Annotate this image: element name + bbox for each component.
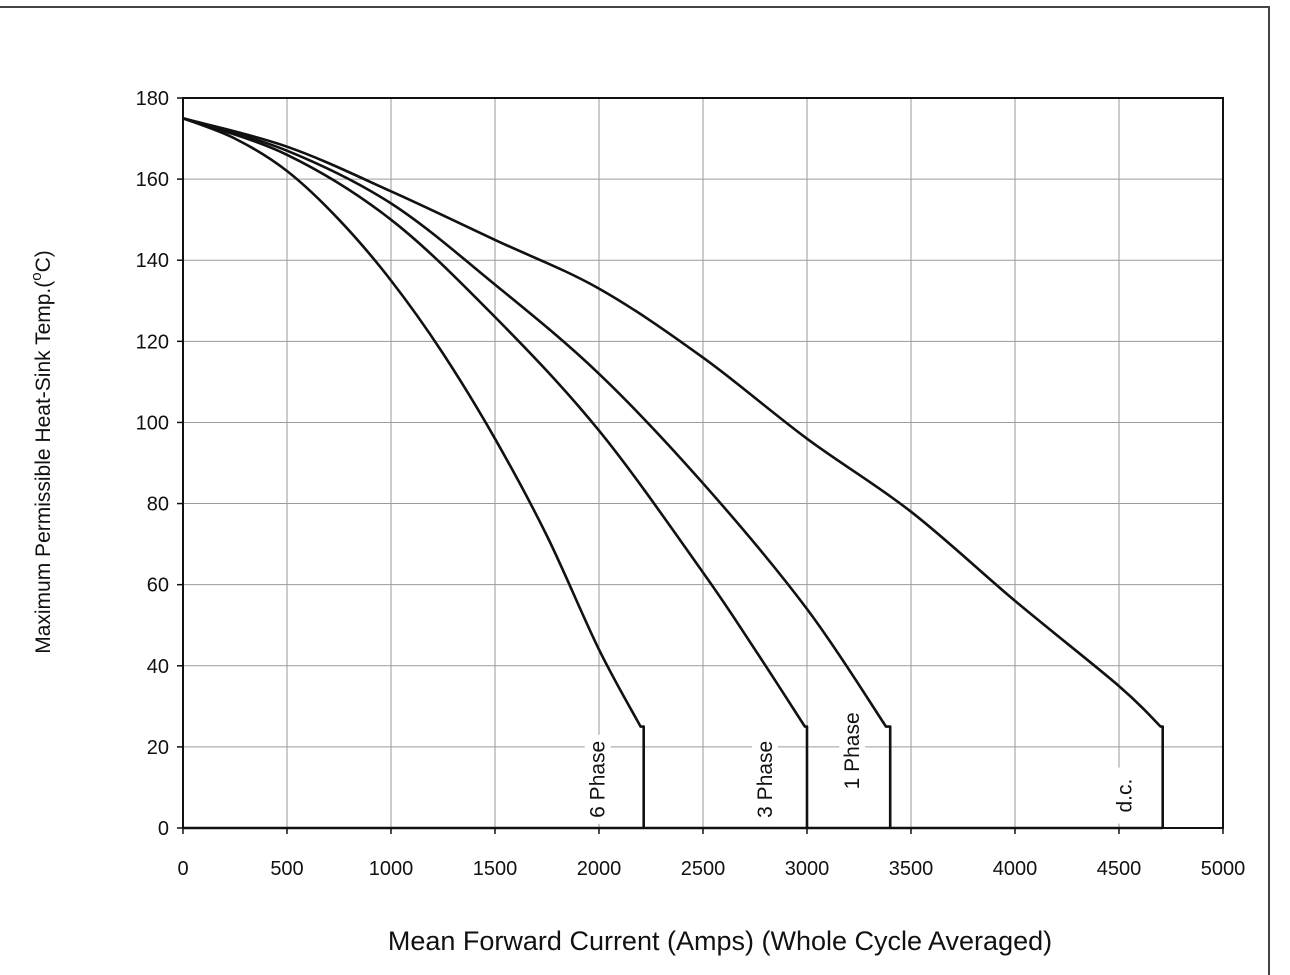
y-axis-title: Maximum Permissible Heat-Sink Temp.(oC) xyxy=(28,250,55,654)
y-tick-label-60: 60 xyxy=(147,575,169,597)
y-tick-label-160: 160 xyxy=(136,169,169,191)
y-tick-label-100: 100 xyxy=(136,412,169,434)
x-tick-label-5000: 5000 xyxy=(1201,858,1246,880)
x-axis-title: Mean Forward Current (Amps) (Whole Cycle… xyxy=(388,926,1052,956)
series-line-6-phase xyxy=(182,117,645,828)
series-line-d-c xyxy=(182,117,1164,828)
series-line-3-phase xyxy=(182,117,809,828)
y-tick-label-40: 40 xyxy=(147,656,169,678)
series-label-backing-d-c xyxy=(1111,767,1138,824)
series-label-backing-1-phase xyxy=(839,706,866,796)
axis-tick-labels: 0 500 1000 1500 2000 2500 3000 3500 4000 4500 5000… xyxy=(136,88,1246,880)
x-tick-label-2000: 2000 xyxy=(577,858,622,880)
series-label-d-c: d.c. xyxy=(1114,779,1137,813)
series-label-backing-3-phase xyxy=(752,734,778,824)
series-label-6-phase: 6 Phase xyxy=(587,741,610,818)
series-line-1-phase xyxy=(182,117,892,828)
frame-top-edge xyxy=(0,6,1268,8)
y-tick-label-80: 80 xyxy=(147,494,169,516)
x-tick-label-2500: 2500 xyxy=(681,858,726,880)
y-tick-label-0: 0 xyxy=(158,818,169,840)
x-tick-label-1000: 1000 xyxy=(369,858,414,880)
series-label-backing-6-phase xyxy=(584,734,611,824)
x-tick-label-3000: 3000 xyxy=(785,858,830,880)
y-tick-label-120: 120 xyxy=(136,331,169,353)
series-label-1-phase: 1 Phase xyxy=(841,712,864,789)
x-tick-label-500: 500 xyxy=(270,858,303,880)
y-axis-title-unit: C) xyxy=(32,250,55,272)
x-tick-label-3500: 3500 xyxy=(889,858,934,880)
frame-right-edge xyxy=(1268,6,1270,975)
grid-lines xyxy=(183,98,1223,828)
y-axis-title-main: Maximum Permissible Heat-Sink Temp.( xyxy=(32,281,55,654)
x-tick-label-4500: 4500 xyxy=(1097,858,1142,880)
series-label-3-phase: 3 Phase xyxy=(754,741,777,818)
y-axis-title-degree-superscript: o xyxy=(28,272,45,280)
x-tick-label-4000: 4000 xyxy=(993,858,1038,880)
series-labels: 6 Phase 3 Phase 1 Phase d.c. xyxy=(584,706,1138,824)
series-lines xyxy=(182,117,1164,830)
x-tick-label-1500: 1500 xyxy=(473,858,518,880)
y-tick-label-140: 140 xyxy=(136,250,169,272)
y-tick-label-180: 180 xyxy=(136,88,169,110)
x-tick-label-0: 0 xyxy=(177,858,188,880)
y-tick-label-20: 20 xyxy=(147,737,169,759)
